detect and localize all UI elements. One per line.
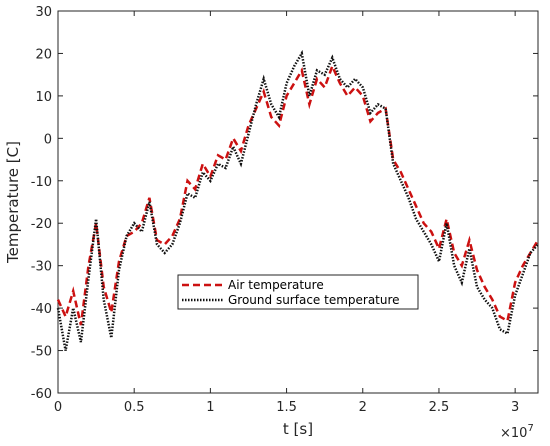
y-tick-label: -20 xyxy=(31,217,52,232)
y-tick-label: 20 xyxy=(35,47,52,62)
x-tick-label: 2.5 xyxy=(429,400,450,415)
y-tick-label: -30 xyxy=(31,260,52,275)
x-tick-label: 0.5 xyxy=(124,400,145,415)
x-tick-label: 2 xyxy=(359,400,367,415)
y-tick-label: -10 xyxy=(31,175,52,190)
x-axis-exponent-power: 7 xyxy=(527,423,533,434)
y-tick-label: -60 xyxy=(31,387,52,402)
x-tick-label: 1 xyxy=(206,400,214,415)
ticks-layer: 0 0.5 1 1.5 2 2.5 3 -60 -50 -40 -30 -20 -10 0 10 20 30 xyxy=(31,5,538,415)
y-tick-label: -40 xyxy=(31,302,52,317)
series-line-ground-surface-temperature xyxy=(56,49,539,351)
y-tick-label: 0 xyxy=(44,132,52,147)
y-tick-label: -50 xyxy=(31,345,52,360)
y-tick-label: 30 xyxy=(35,5,52,20)
series-line-air-temperature xyxy=(56,62,540,326)
legend-label-air-temperature: Air temperature xyxy=(228,278,324,292)
x-tick-label: 0 xyxy=(54,400,62,415)
x-axis-exponent: ×107 xyxy=(500,423,534,441)
y-tick-label: 10 xyxy=(35,90,52,105)
legend: Air temperature Ground surface temperatu… xyxy=(177,274,419,310)
legend-label-ground-surface-temperature: Ground surface temperature xyxy=(228,293,400,307)
legend-box xyxy=(177,274,419,310)
series-layer xyxy=(56,49,540,351)
plot-area: 0 0.5 1 1.5 2 2.5 3 -60 -50 -40 -30 -20 -10 0 10 20 30 xyxy=(31,5,540,415)
y-axis-title: Temperature [C] xyxy=(4,141,22,264)
x-axis-exponent-base: ×10 xyxy=(500,426,527,441)
x-tick-label: 1.5 xyxy=(276,400,297,415)
x-axis-title: t [s] xyxy=(283,420,313,438)
axes-box xyxy=(57,10,539,394)
x-tick-label: 3 xyxy=(511,400,519,415)
